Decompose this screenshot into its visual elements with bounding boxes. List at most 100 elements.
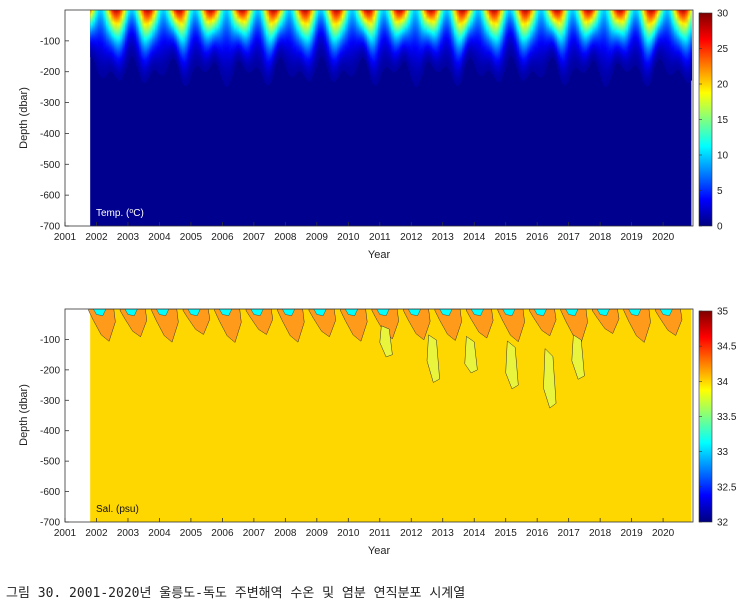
temperature-profile-column <box>379 10 382 76</box>
salinity-x-axis-title: Year <box>368 545 391 557</box>
high-salinity-tongue <box>308 309 336 338</box>
temperature-profile-column <box>670 10 674 75</box>
temperature-profile-column <box>645 10 648 87</box>
colorbar-tick-label: 15 <box>717 115 729 126</box>
temperature-profile-column <box>465 10 468 64</box>
temperature-profile-column <box>542 10 545 75</box>
temperature-profile-column <box>120 10 123 80</box>
temperature-profile-column <box>281 10 284 60</box>
colorbar-tick-label: 33.5 <box>717 412 737 423</box>
x-tick-label: 2020 <box>652 232 675 243</box>
temperature-profile-column <box>389 10 392 70</box>
temperature-profile-column <box>123 10 126 74</box>
temperature-profile-column <box>634 10 637 66</box>
temperature-profile-column <box>348 10 351 76</box>
temperature-profile-column <box>602 10 606 86</box>
temperature-profile-column <box>374 10 378 86</box>
temperature-profile-column <box>398 10 401 67</box>
temperature-profile-column <box>672 10 675 74</box>
temperature-profile-column <box>139 10 142 78</box>
temperature-profile-column <box>669 10 672 76</box>
temperature-profile-column <box>102 10 106 78</box>
temperature-profile-column <box>436 10 439 73</box>
x-tick-label: 2007 <box>243 232 266 243</box>
x-tick-label: 2014 <box>463 232 486 243</box>
figure-caption: 그림 30. 2001-2020년 울릉도-독도 주변해역 수온 및 염분 연직… <box>6 586 466 601</box>
low-salinity-intrusion <box>464 335 478 374</box>
temperature-profile-column <box>582 10 585 74</box>
temperature-profile-column <box>259 10 262 72</box>
temperature-profile-column <box>468 10 471 59</box>
low-salinity-surface-cap <box>281 309 296 316</box>
temperature-profile-column <box>132 10 136 59</box>
temperature-profile-column <box>613 10 617 66</box>
temperature-profile-column <box>299 10 302 72</box>
temperature-profile-column <box>509 10 512 57</box>
y-tick-label: -700 <box>40 222 60 233</box>
colorbar-tick-label: 0 <box>717 222 723 233</box>
temperature-profile-column <box>560 10 563 81</box>
temperature-profile-column <box>617 10 620 63</box>
temperature-profile-column <box>261 10 264 76</box>
temperature-profile-column <box>689 10 693 81</box>
temperature-profile-column <box>170 10 174 59</box>
temperature-profile-column <box>550 10 553 58</box>
temperature-profile-column <box>536 10 539 76</box>
temperature-profile-column <box>248 10 251 73</box>
temperature-profile-column <box>276 10 280 60</box>
y-tick-label: -500 <box>40 457 60 468</box>
high-salinity-tongue <box>623 309 651 343</box>
temperature-profile-column <box>349 10 352 77</box>
y-tick-label: -200 <box>40 67 60 78</box>
y-tick-label: -600 <box>40 191 60 202</box>
x-tick-label: 2013 <box>432 528 455 539</box>
temperature-profile-column <box>533 10 536 73</box>
temperature-profile-column <box>534 10 537 74</box>
temperature-profile-column <box>492 10 495 76</box>
temperature-profile-column <box>419 10 422 81</box>
low-salinity-surface-cap <box>156 309 170 316</box>
temperature-profile-column <box>286 10 289 72</box>
temperature-profile-column <box>194 10 197 67</box>
temperature-profile-column <box>609 10 612 80</box>
temperature-profile-column <box>480 10 484 76</box>
temperature-profile-column <box>620 10 623 66</box>
low-salinity-intrusion <box>505 340 519 390</box>
temperature-profile-column <box>607 10 610 84</box>
temperature-profile-column <box>558 10 561 76</box>
temperature-profile-column <box>118 10 121 81</box>
temperature-profile-column <box>265 10 268 86</box>
temperature-profile-column <box>363 10 367 61</box>
temperature-profile-column <box>306 10 310 82</box>
temperature-profile-column <box>428 10 431 63</box>
x-tick-label: 2008 <box>274 232 297 243</box>
low-salinity-surface-cap <box>187 309 201 316</box>
temperature-profile-column <box>636 10 639 67</box>
temperature-profile-column <box>137 10 140 73</box>
temperature-profile-column <box>150 10 153 73</box>
low-salinity-surface-cap <box>628 309 642 316</box>
temperature-profile-column <box>177 10 180 69</box>
x-tick-label: 2016 <box>526 232 549 243</box>
temperature-profile-column <box>462 10 465 74</box>
temperature-profile-column <box>598 10 601 72</box>
temperature-profile-column <box>200 10 204 70</box>
colorbar-tick-label: 34.5 <box>717 342 737 353</box>
temperature-profile-column <box>583 10 587 73</box>
y-tick-label: -600 <box>40 487 60 498</box>
x-tick-label: 2008 <box>274 528 297 539</box>
temperature-profile-column <box>405 10 408 64</box>
temperature-profile-column <box>341 10 344 72</box>
temperature-profile-column <box>226 10 229 87</box>
temperature-profile-column <box>517 10 520 74</box>
high-salinity-tongue <box>214 309 242 343</box>
temperature-profile-column <box>591 10 594 61</box>
high-salinity-tongue <box>151 309 179 343</box>
y-tick-label: -700 <box>40 518 60 529</box>
temperature-profile-column <box>585 10 588 71</box>
temperature-profile-column <box>229 10 232 82</box>
low-salinity-surface-cap <box>344 309 358 316</box>
x-tick-label: 2013 <box>432 232 455 243</box>
temperature-profile-column <box>357 10 360 64</box>
low-salinity-surface-cap <box>470 309 484 316</box>
